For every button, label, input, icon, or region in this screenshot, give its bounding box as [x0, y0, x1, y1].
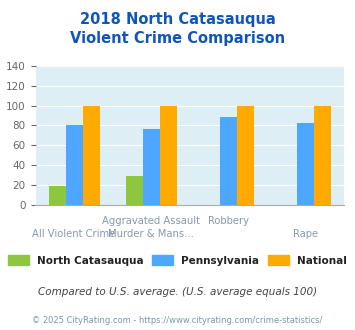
Text: Compared to U.S. average. (U.S. average equals 100): Compared to U.S. average. (U.S. average … [38, 287, 317, 297]
Legend: North Catasauqua, Pennsylvania, National: North Catasauqua, Pennsylvania, National [5, 252, 350, 269]
Bar [83, 106, 100, 205]
Bar [126, 176, 143, 205]
Bar [66, 125, 83, 205]
Bar [143, 129, 160, 205]
Bar [314, 106, 331, 205]
Text: Murder & Mans...: Murder & Mans... [108, 229, 194, 239]
Bar [237, 106, 254, 205]
Bar [160, 106, 177, 205]
Bar [49, 186, 66, 205]
Text: 2018 North Catasauqua
Violent Crime Comparison: 2018 North Catasauqua Violent Crime Comp… [70, 12, 285, 46]
Text: Rape: Rape [293, 229, 318, 239]
Text: © 2025 CityRating.com - https://www.cityrating.com/crime-statistics/: © 2025 CityRating.com - https://www.city… [32, 316, 323, 325]
Bar [220, 117, 237, 205]
Text: Robbery: Robbery [208, 216, 249, 226]
Text: Aggravated Assault: Aggravated Assault [102, 216, 200, 226]
Text: All Violent Crime: All Violent Crime [32, 229, 116, 239]
Bar [297, 123, 314, 205]
